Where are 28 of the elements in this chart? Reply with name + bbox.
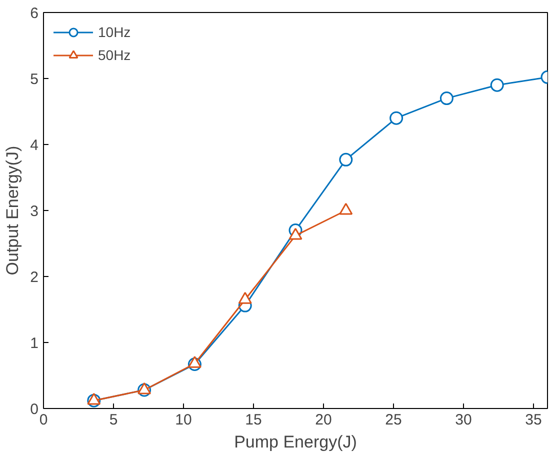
point [339, 152, 353, 166]
point [490, 78, 504, 92]
x-tick-label: 25 [385, 412, 402, 428]
y-tick-label: 5 [30, 71, 38, 88]
x-tick-label: 20 [315, 412, 332, 428]
y-tick-label: 1 [30, 335, 38, 352]
point [390, 111, 404, 125]
y-tick-label: 3 [30, 203, 38, 220]
x-tick-label: 15 [245, 412, 262, 428]
point [339, 202, 353, 215]
point [87, 392, 101, 405]
y-tick-label: 0 [30, 401, 38, 418]
point [288, 228, 302, 240]
y-axis-title: Output Energy(J) [3, 146, 22, 276]
x-tick-label: 30 [455, 412, 472, 428]
legend-label: 50Hz [98, 47, 131, 63]
x-tick-label: 10 [175, 412, 192, 428]
x-tick-label: 35 [525, 412, 542, 428]
point [138, 382, 152, 394]
y-tick-label: 6 [30, 5, 38, 22]
point [238, 292, 252, 304]
legend-label: 10Hz [98, 24, 131, 40]
x-tick-label: 5 [109, 412, 118, 428]
x-axis-title: Pump Energy(J) [234, 432, 357, 452]
point [440, 92, 454, 106]
point [188, 356, 202, 368]
y-tick-label: 4 [30, 137, 38, 154]
y-tick-label: 2 [30, 269, 38, 286]
